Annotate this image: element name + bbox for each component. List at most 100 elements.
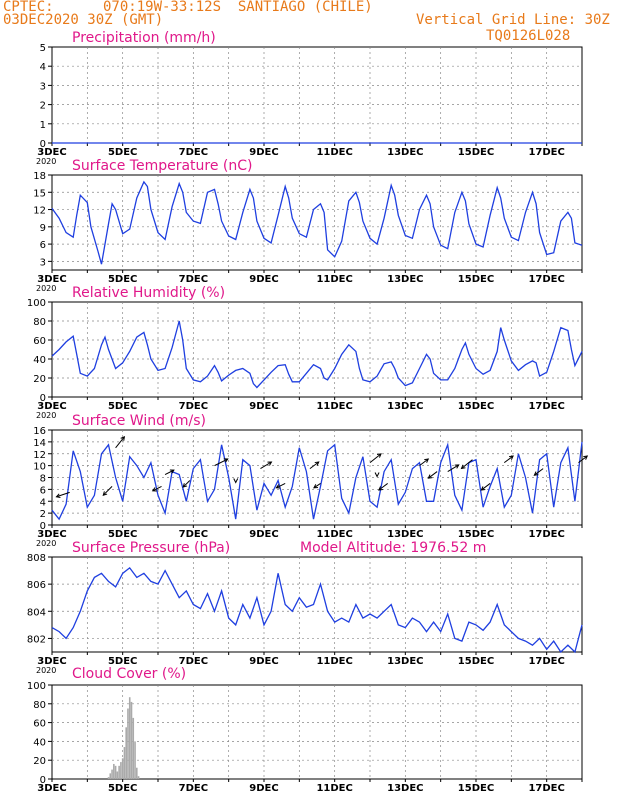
x-tick-label: 11DEC: [316, 783, 352, 794]
wind-calm-mark: [374, 472, 380, 478]
cloud-bar: [134, 741, 136, 779]
x-tick-label: 17DEC: [528, 783, 564, 794]
cloud-bar: [132, 717, 135, 779]
plot-frame: [51, 556, 583, 653]
wind-arrow-head: [460, 464, 466, 470]
cloud-bar: [116, 771, 119, 779]
wind-arrow: [481, 483, 491, 491]
cloud-bar: [128, 697, 131, 779]
x-year-label: 2020: [36, 157, 56, 166]
header-location: 070:19W-33:12S SANTIAGO (CHILE): [103, 0, 373, 15]
series-line: [51, 566, 583, 654]
y-tick-label: 0: [40, 775, 46, 786]
x-tick-label: 5DEC: [108, 274, 137, 285]
y-tick-label: 0: [40, 521, 46, 532]
x-tick-label: 3DEC: [37, 783, 66, 794]
wind-arrow-head: [102, 491, 108, 496]
x-tick-label: 7DEC: [179, 147, 208, 158]
x-year-label: 2020: [36, 539, 56, 548]
y-tick-label: 2: [40, 101, 46, 112]
x-tick-label: 15DEC: [458, 783, 494, 794]
wind-arrow-head: [378, 486, 383, 491]
wind-arrow-head: [314, 461, 320, 466]
wind-arrow: [56, 491, 70, 498]
x-tick-label: 15DEC: [458, 529, 494, 540]
wind-arrow-head: [427, 474, 433, 479]
y-tick-label: 8: [40, 474, 46, 485]
wind-arrow-head: [267, 461, 273, 466]
y-tick-label: 2: [40, 509, 46, 520]
y-tick-label: 806: [27, 580, 46, 591]
y-tick-label: 80: [33, 700, 46, 711]
panel-annotation: Model Altitude: 1976.52 m: [300, 540, 486, 556]
series-line: [51, 441, 583, 521]
panel-1: 0 1 2 3 4 5 3DEC 5DEC 7DEC 9DEC 11DEC 13DEC 15DEC 17D…: [36, 30, 583, 166]
y-tick-label: 60: [33, 719, 46, 730]
x-year-label: 2020: [36, 411, 56, 420]
x-tick-label: 11DEC: [316, 274, 352, 285]
x-tick-label: 9DEC: [249, 783, 278, 794]
cloud-bar: [125, 727, 127, 779]
wind-arrow: [182, 480, 191, 488]
x-tick-label: 3DEC: [37, 529, 66, 540]
cloud-bar: [113, 763, 115, 779]
wind-arrow: [447, 464, 459, 472]
wind-arrow: [102, 486, 113, 496]
wind-arrow: [309, 461, 320, 469]
x-tick-label: 7DEC: [179, 401, 208, 412]
wind-arrow: [378, 483, 388, 491]
y-tick-label: 60: [33, 336, 46, 347]
wind-arrow-head: [583, 455, 589, 460]
wind-arrow: [164, 469, 175, 475]
cloud-bar: [127, 708, 129, 779]
x-tick-label: 13DEC: [387, 783, 423, 794]
y-tick-label: 4: [40, 497, 46, 508]
header-run-code: TQ0126L028: [486, 28, 571, 44]
y-tick-label: 9: [40, 223, 46, 234]
wind-calm-mark: [233, 478, 239, 484]
y-tick-label: 100: [27, 298, 46, 309]
x-tick-label: 9DEC: [249, 656, 278, 667]
cloud-bar: [114, 765, 117, 779]
cloud-bar: [120, 762, 122, 779]
y-tick-label: 14: [33, 438, 46, 449]
x-tick-label: 15DEC: [458, 401, 494, 412]
x-tick-label: 17DEC: [528, 401, 564, 412]
wind-arrow: [214, 458, 228, 467]
wind-arrow-head: [313, 484, 318, 489]
wind-arrow: [152, 485, 162, 492]
y-tick-label: 18: [33, 171, 46, 182]
plot-frame: [51, 46, 583, 144]
x-tick-label: 15DEC: [458, 147, 494, 158]
wind-arrow: [428, 471, 438, 479]
wind-arrow-head: [169, 469, 175, 474]
plot-frame: [51, 684, 583, 780]
panel-title: Precipitation (mm/h): [72, 30, 216, 46]
x-tick-label: 5DEC: [108, 783, 137, 794]
cloud-bar: [107, 777, 110, 779]
wind-arrow-head: [480, 486, 486, 491]
y-tick-label: 5: [40, 43, 46, 54]
x-tick-label: 17DEC: [528, 656, 564, 667]
panel-title: Surface Temperature (nC): [72, 158, 253, 174]
x-tick-label: 3DEC: [37, 401, 66, 412]
wind-arrow-head: [376, 453, 382, 458]
panel-6: 0 20 40 60 80 100 3DEC 5DEC 7DEC 9DEC 11DEC 13DEC 15…: [27, 666, 583, 794]
wind-arrow: [369, 453, 382, 464]
y-tick-label: 12: [33, 206, 46, 217]
wind-arrow: [503, 455, 514, 464]
x-tick-label: 9DEC: [249, 401, 278, 412]
wind-arrow-head: [120, 435, 126, 441]
y-tick-label: 802: [27, 634, 46, 645]
panel-title: Cloud Cover (%): [72, 666, 186, 682]
y-tick-label: 20: [33, 756, 46, 767]
x-tick-label: 5DEC: [108, 656, 137, 667]
y-tick-label: 6: [40, 485, 46, 496]
cloud-bar: [111, 769, 113, 779]
x-year-label: 2020: [36, 666, 56, 675]
panel-title: Surface Wind (m/s): [72, 413, 206, 429]
wind-arrow-head: [55, 493, 61, 498]
y-tick-label: 100: [27, 681, 46, 692]
cloud-bar: [137, 776, 140, 779]
